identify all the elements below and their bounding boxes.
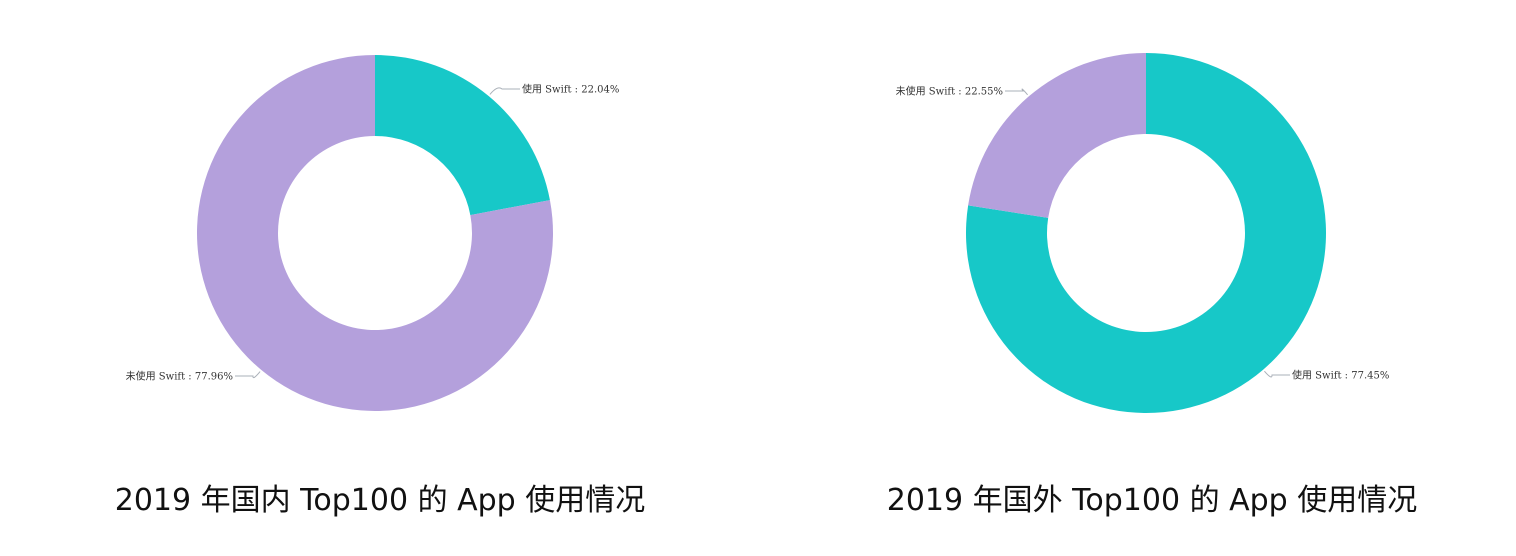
overseas-donut-chart: 使用 Swift : 77.45% 未使用 Swift : 22.55% 2019 …	[887, 53, 1418, 518]
donut-slice-1-0	[966, 53, 1327, 414]
leader-line-1-1	[1005, 88, 1028, 96]
leader-line-0-1	[235, 371, 261, 379]
donut-slice-0-1	[197, 55, 554, 411]
domestic-donut-chart: 使用 Swift : 22.04% 未使用 Swift : 77.96% 2019 …	[115, 55, 646, 518]
leader-line-0-0	[489, 87, 520, 95]
chart-title-0: 2019 年国内 Top100 的 App 使用情况	[115, 483, 646, 518]
donut-slice-1-1	[968, 53, 1146, 218]
chart-title-1: 2019 年国外 Top100 的 App 使用情况	[887, 483, 1418, 518]
leader-line-1-0	[1264, 370, 1290, 378]
donut-slice-0-0	[375, 55, 550, 216]
slice-label-0-1: 未使用 Swift : 77.96%	[126, 370, 233, 383]
slice-label-1-0: 使用 Swift : 77.45%	[1292, 369, 1389, 382]
slice-label-0-0: 使用 Swift : 22.04%	[522, 83, 619, 96]
slice-label-1-1: 未使用 Swift : 22.55%	[896, 85, 1003, 98]
